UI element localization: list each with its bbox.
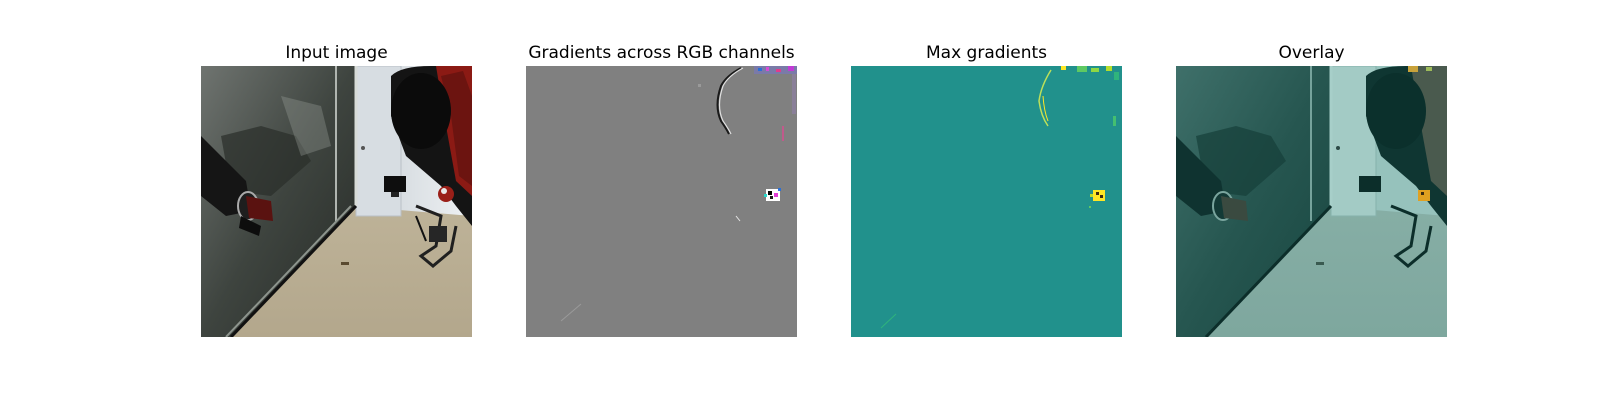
rgb-gradients-panel: Gradients across RGB channels [526,40,797,337]
rgb-gradients-title: Gradients across RGB channels [528,43,795,63]
input-image-title: Input image [285,43,388,63]
max-gradients-image [851,66,1122,337]
overlay-title: Overlay [1278,43,1345,63]
overlay-image [1176,66,1447,337]
rgb-gradients-image [526,66,797,337]
overlay-panel: Overlay [1176,40,1447,337]
input-image-panel: Input image [201,40,472,337]
max-gradients-panel: Max gradients [851,40,1122,337]
max-gradients-title: Max gradients [925,43,1048,63]
input-image [201,66,472,337]
